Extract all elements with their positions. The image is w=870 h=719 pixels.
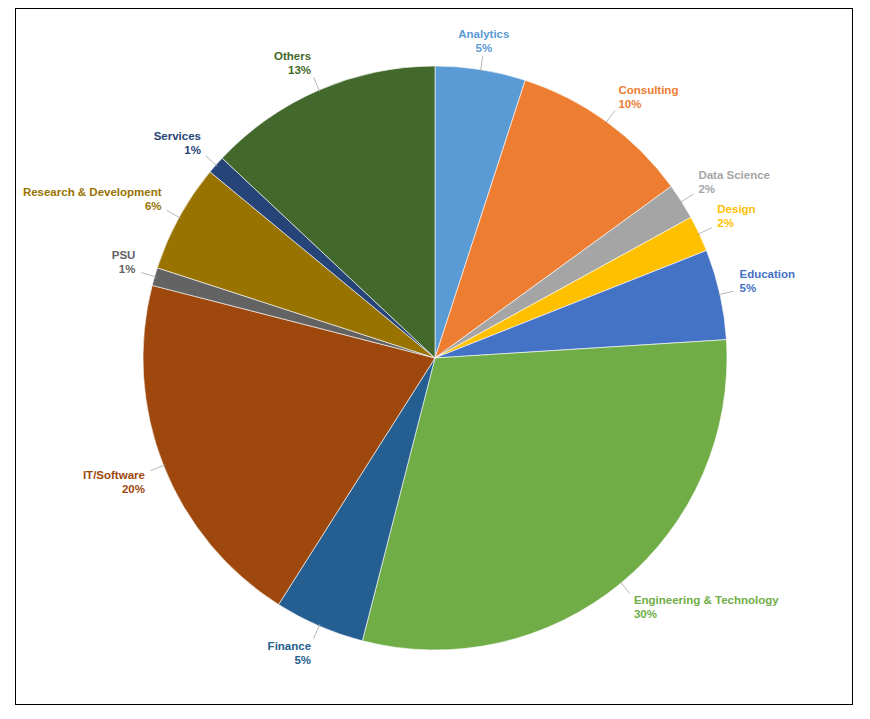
- value-label: 10%: [618, 98, 641, 110]
- slice-label: IT/Software 20%: [83, 469, 145, 495]
- slice-label: Education 5%: [739, 268, 795, 294]
- slice-label: Data Science 2%: [698, 169, 770, 195]
- value-label: 6%: [145, 200, 162, 212]
- value-label: 5%: [739, 282, 756, 294]
- leader-line: [718, 291, 734, 294]
- value-label: 1%: [119, 263, 136, 275]
- value-label: 5%: [475, 42, 492, 54]
- leader-line: [605, 110, 614, 123]
- category-label: Consulting: [618, 84, 678, 96]
- pie-slice: [222, 66, 435, 358]
- category-label: Others: [274, 50, 311, 62]
- category-label: Analytics: [458, 28, 509, 40]
- leader-line: [205, 156, 217, 167]
- leader-line: [480, 56, 483, 72]
- slices: [143, 66, 727, 650]
- leader-line: [697, 228, 711, 235]
- slice-label: Finance 5%: [268, 640, 311, 666]
- slice-label: Research & Development 6%: [23, 186, 162, 212]
- value-label: 1%: [184, 144, 201, 156]
- slice-label: Engineering & Technology 30%: [634, 594, 779, 620]
- leader-line: [167, 211, 181, 219]
- category-label: Research & Development: [23, 186, 162, 198]
- leader-line: [313, 77, 319, 92]
- slice-label: Design 2%: [717, 203, 755, 229]
- category-label: Data Science: [698, 169, 770, 181]
- category-label: Finance: [268, 640, 311, 652]
- value-label: 30%: [634, 608, 657, 620]
- value-label: 2%: [717, 217, 734, 229]
- leader-line: [150, 465, 165, 471]
- value-label: 5%: [294, 654, 311, 666]
- leader-line: [680, 194, 694, 203]
- category-label: Engineering & Technology: [634, 594, 779, 606]
- category-label: Design: [717, 203, 755, 215]
- category-label: Education: [739, 268, 795, 280]
- category-label: Services: [154, 130, 201, 142]
- slice-label: Consulting 10%: [618, 84, 678, 110]
- value-label: 13%: [288, 64, 311, 76]
- value-label: 2%: [698, 183, 715, 195]
- value-label: 20%: [122, 483, 145, 495]
- leader-line: [620, 581, 630, 593]
- slice-label: Analytics 5%: [458, 28, 509, 54]
- labels: Analytics5%Consulting10%Data Science2%De…: [23, 28, 795, 666]
- category-label: PSU: [112, 249, 136, 261]
- leader-line: [313, 624, 319, 639]
- slice-label: Services 1%: [154, 130, 201, 156]
- pie-chart: Analytics5%Consulting10%Data Science2%De…: [0, 0, 870, 719]
- leader-line: [141, 273, 156, 277]
- slice-label: PSU 1%: [112, 249, 136, 275]
- slice-label: Others 13%: [274, 50, 311, 76]
- category-label: IT/Software: [83, 469, 145, 481]
- pie-slice: [435, 251, 726, 358]
